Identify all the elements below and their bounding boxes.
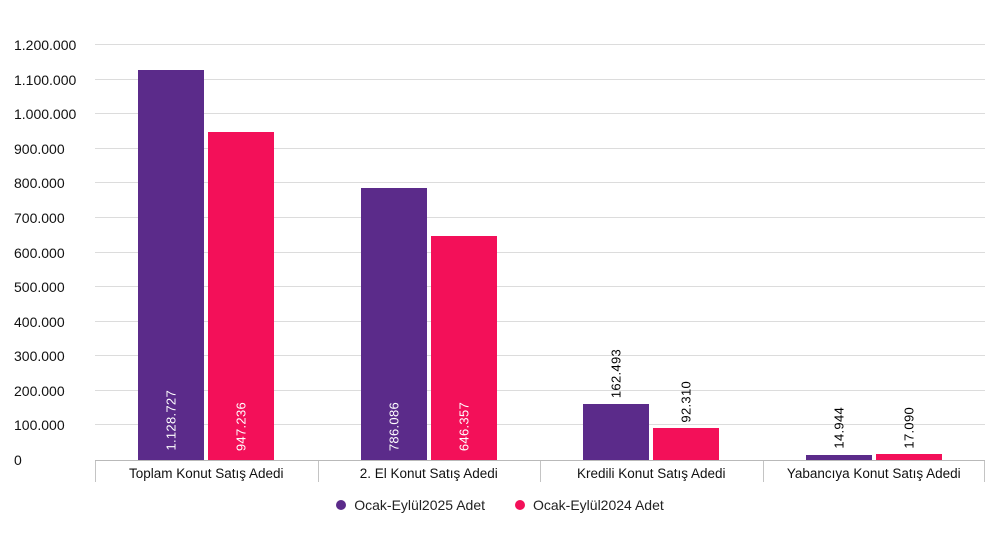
x-tick (540, 461, 541, 482)
legend-label-2024: Ocak-Eylül2024 Adet (533, 497, 664, 513)
bar-group: 14.944 17.090 (763, 45, 986, 460)
legend-swatch-2024-icon (515, 500, 525, 510)
bar: 162.493 (583, 349, 650, 460)
y-tick-label: 300.000 (14, 348, 65, 365)
gridline (95, 251, 985, 253)
x-tick (95, 461, 96, 482)
x-category-label: Yabancıya Konut Satış Adedi (786, 466, 961, 481)
bar-value-label: 646.357 (456, 401, 472, 451)
gridline (95, 286, 985, 288)
legend-item-2025: Ocak-Eylül2025 Adet (336, 497, 485, 513)
gridline (95, 78, 985, 80)
bar: 786.086 (360, 188, 427, 460)
gridline (95, 216, 985, 218)
bar: 947.236 (208, 132, 275, 460)
y-tick-label: 900.000 (14, 140, 65, 157)
gridline (95, 320, 985, 322)
bar: 1.128.727 (138, 69, 205, 460)
y-tick-label: 200.000 (14, 382, 65, 399)
bar-value-label: 1.128.727 (163, 390, 179, 451)
gridline (95, 424, 985, 426)
legend-label-2025: Ocak-Eylül2025 Adet (354, 497, 485, 513)
y-tick-label: 500.000 (14, 279, 65, 296)
gridline (95, 44, 985, 45)
gridline (95, 355, 985, 357)
x-category-label: Kredili Konut Satış Adedi (576, 466, 726, 481)
y-tick-label: 600.000 (14, 244, 65, 261)
legend: Ocak-Eylül2025 Adet Ocak-Eylül2024 Adet (0, 497, 1000, 513)
bar-value-label: 92.310 (678, 380, 694, 423)
y-tick-label: 800.000 (14, 175, 65, 192)
bar-value-label: 162.493 (608, 348, 624, 398)
y-tick-label: 1.200.000 (14, 37, 77, 53)
bar-value-label: 786.086 (386, 401, 402, 451)
bar-value-label: 947.236 (233, 401, 249, 451)
bar-group: 786.086 646.357 (318, 45, 541, 460)
x-tick (984, 461, 985, 482)
y-tick-label: 1.100.000 (14, 71, 77, 88)
bar: 17.090 (875, 407, 942, 460)
legend-item-2024: Ocak-Eylül2024 Adet (515, 497, 664, 513)
x-category-label: Toplam Konut Satış Adedi (128, 466, 284, 481)
y-tick-label: 0 (14, 452, 22, 468)
legend-swatch-2025-icon (336, 500, 347, 510)
y-tick-label: 100.000 (14, 417, 65, 434)
bar-value-label: 14.944 (831, 407, 847, 449)
bar-group: 1.128.727 947.236 (95, 45, 318, 460)
x-tick (317, 461, 319, 482)
bar: 92.310 (653, 381, 720, 460)
bar: 14.944 (805, 407, 872, 460)
gridline (95, 182, 985, 184)
x-axis: Toplam Konut Satış Adedi 2. El Konut Satı… (95, 461, 985, 487)
bar: 646.357 (430, 236, 497, 460)
gridline (95, 389, 985, 391)
x-category-label: 2. El Konut Satış Adedi (359, 466, 498, 481)
plot-area: 1.128.727 947.236 786.086 646.357 162.493 92.… (95, 44, 986, 461)
y-tick-label: 400.000 (14, 313, 65, 330)
gridline (95, 147, 985, 149)
y-tick-label: 1.000.000 (14, 106, 77, 123)
bar-value-label: 17.090 (901, 406, 917, 449)
gridline (95, 113, 985, 115)
bar-group: 162.493 92.310 (540, 45, 763, 460)
y-axis: 0 100.000 200.000 300.000 400.000 500.000 600.… (14, 37, 92, 468)
x-tick (762, 461, 764, 482)
y-tick-label: 700.000 (14, 209, 65, 226)
